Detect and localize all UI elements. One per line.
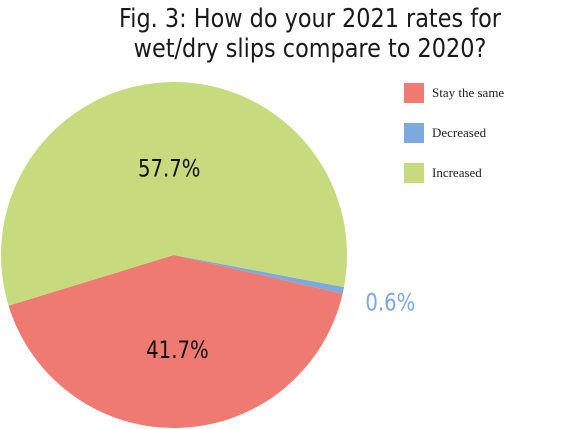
- data-label-decreased: 0.6%: [365, 290, 415, 317]
- legend-label-stay-the-same: Stay the same: [432, 85, 504, 100]
- data-label-increased: 57.7%: [138, 156, 201, 183]
- pie-slice-decreased: [174, 255, 344, 294]
- pie-slice-increased: [1, 82, 348, 306]
- pie-slice-stay-the-same: [8, 255, 343, 428]
- legend-swatch-decreased: [404, 123, 424, 143]
- pie-slices: [1, 82, 348, 428]
- legend: Stay the same Decreased Increased: [404, 83, 504, 183]
- slice-labels: 41.7% 0.6% 57.7%: [138, 156, 415, 365]
- legend-label-increased: Increased: [432, 165, 482, 180]
- legend-swatch-stay-the-same: [404, 83, 424, 103]
- chart-title: Fig. 3: How do your 2021 rates for wet/d…: [119, 4, 501, 64]
- legend-label-decreased: Decreased: [432, 125, 487, 140]
- data-label-stay-the-same: 41.7%: [146, 337, 209, 364]
- legend-swatch-increased: [404, 163, 424, 183]
